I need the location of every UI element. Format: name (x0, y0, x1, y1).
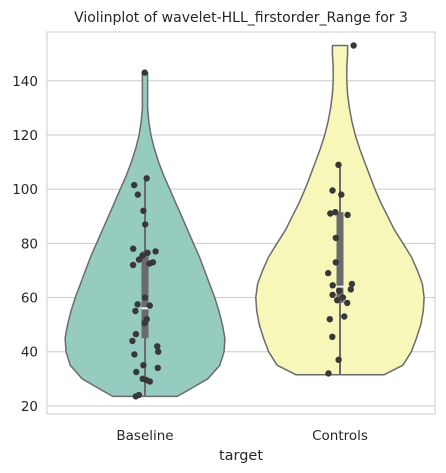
data-point (132, 393, 139, 400)
y-tick-label: 100 (12, 182, 38, 198)
median-marker (336, 285, 344, 288)
median-marker (141, 307, 149, 310)
chart-title: Violinplot of wavelet-HLL_firstorder_Ran… (74, 10, 408, 26)
data-point (133, 368, 140, 376)
data-point (339, 294, 347, 301)
data-point (154, 343, 161, 350)
data-point (329, 291, 336, 298)
data-point (335, 356, 342, 363)
data-point (143, 175, 150, 182)
data-point (350, 42, 357, 49)
data-point (329, 282, 336, 289)
data-point (140, 207, 147, 214)
data-point (154, 364, 161, 372)
data-point (131, 181, 138, 189)
violin-layer (64, 44, 425, 398)
data-point (152, 248, 159, 255)
data-point (329, 333, 336, 340)
data-point (332, 209, 339, 216)
data-point (341, 313, 348, 320)
data-point (134, 301, 141, 308)
iqr-box (336, 212, 344, 303)
data-point (338, 191, 345, 198)
data-point (134, 191, 141, 198)
data-point (144, 249, 151, 256)
data-point (132, 330, 140, 338)
x-tick-labels: Baseline Controls (116, 428, 368, 444)
data-point (146, 260, 153, 267)
data-point (132, 307, 139, 315)
data-point (344, 211, 351, 219)
data-point (131, 351, 138, 358)
data-point (334, 297, 341, 304)
data-point (329, 187, 336, 194)
data-point (325, 269, 332, 277)
y-tick-label: 80 (21, 236, 38, 252)
x-tick-label: Controls (312, 428, 368, 444)
data-point (129, 337, 136, 345)
data-point (326, 316, 333, 323)
y-tick-label: 140 (12, 74, 38, 90)
data-point (142, 221, 149, 228)
data-point (141, 69, 148, 76)
y-tick-label: 40 (21, 345, 38, 361)
data-point (335, 161, 342, 168)
data-point (130, 245, 137, 252)
x-axis-label: target (219, 448, 263, 464)
point-layer (129, 42, 357, 400)
y-tick-label: 120 (12, 128, 38, 144)
y-tick-label: 60 (21, 291, 38, 307)
plot-frame (46, 31, 436, 415)
data-point (332, 259, 339, 266)
data-point (344, 299, 351, 307)
data-point (135, 256, 143, 263)
data-point (129, 261, 137, 269)
data-point (141, 320, 148, 327)
data-point (327, 210, 334, 217)
data-point (347, 286, 354, 293)
data-point (336, 287, 343, 294)
data-point (146, 302, 153, 309)
data-point (155, 348, 162, 355)
y-tick-labels: 20 40 60 80 100 120 140 (12, 74, 38, 415)
y-tick-label: 20 (21, 399, 38, 415)
data-point (141, 294, 149, 301)
x-tick-label: Baseline (116, 428, 173, 444)
data-point (325, 370, 332, 377)
data-point (332, 234, 339, 242)
data-point (348, 280, 356, 288)
data-point (146, 378, 153, 385)
data-point (140, 362, 147, 369)
